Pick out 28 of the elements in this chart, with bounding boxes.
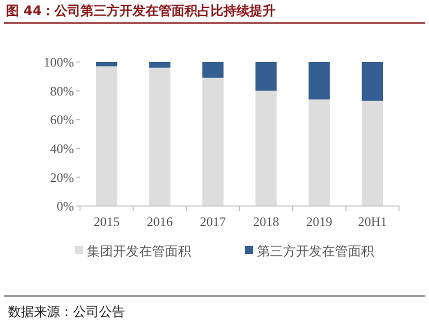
x-tick-label: 2018: [253, 214, 280, 229]
chart-title: 图 44：公司第三方开发在管面积占比持续提升: [6, 3, 276, 19]
bar: [96, 62, 118, 66]
legend-label: 集团开发在管面积: [87, 244, 191, 259]
y-tick-label: 20%: [50, 170, 74, 185]
x-tick-label: 2016: [146, 214, 174, 229]
y-tick-label: 0%: [56, 198, 74, 214]
bar: [308, 99, 330, 206]
bar: [149, 62, 170, 68]
bar: [255, 90, 277, 206]
legend-label: 第三方开发在管面积: [257, 244, 374, 259]
bar: [96, 66, 118, 206]
y-tick-label: 80%: [50, 83, 74, 98]
x-tick-label: 2017: [200, 214, 226, 229]
x-tick-label: 2019: [306, 214, 332, 229]
y-tick-label: 40%: [50, 140, 74, 156]
source-note: 数据来源：公司公告: [8, 304, 125, 319]
y-tick-label: 100%: [44, 54, 74, 70]
bar: [149, 68, 170, 206]
bar: [362, 100, 384, 206]
bar: [202, 78, 224, 206]
x-tick-label: 20H1: [358, 214, 387, 229]
bar: [202, 62, 224, 78]
bar: [308, 62, 330, 100]
y-tick-label: 60%: [50, 112, 74, 128]
bar: [362, 62, 384, 101]
x-tick-label: 2015: [94, 214, 120, 229]
bar: [255, 62, 277, 91]
